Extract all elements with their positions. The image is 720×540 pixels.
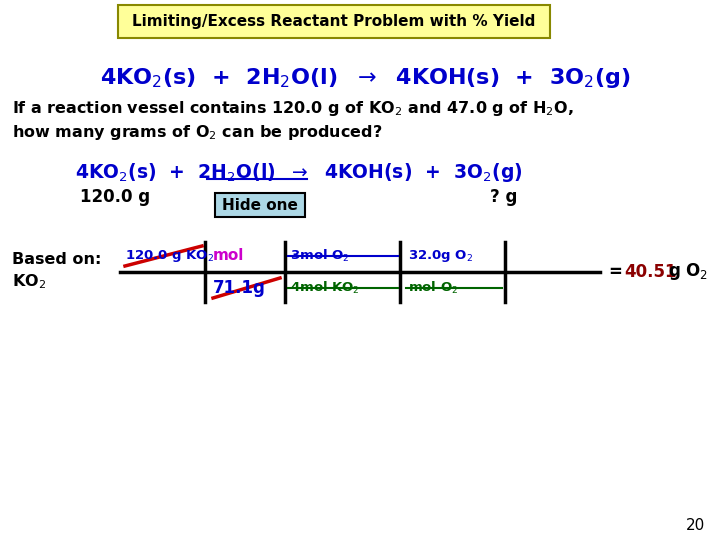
Text: 120.0 g: 120.0 g	[80, 188, 150, 206]
Text: 40.51: 40.51	[624, 263, 677, 281]
Text: 4KO$_2$(s)  +  2H$_2$O(l)  $\rightarrow$  4KOH(s)  +  3O$_2$(g): 4KO$_2$(s) + 2H$_2$O(l) $\rightarrow$ 4K…	[75, 160, 523, 184]
Text: Limiting/Excess Reactant Problem with % Yield: Limiting/Excess Reactant Problem with % …	[132, 14, 536, 29]
Text: how many grams of O$_2$ can be produced?: how many grams of O$_2$ can be produced?	[12, 123, 382, 141]
Text: 4mol KO$_2$: 4mol KO$_2$	[290, 280, 360, 296]
Text: ? g: ? g	[490, 188, 518, 206]
Text: 3mol O$_2$: 3mol O$_2$	[290, 248, 350, 264]
Text: Hide one: Hide one	[222, 198, 298, 213]
Text: Based on:: Based on:	[12, 252, 102, 267]
Text: mol: mol	[213, 248, 244, 264]
Text: 4KO$_2$(s)  +  2H$_2$O(l)  $\rightarrow$  4KOH(s)  +  3O$_2$(g): 4KO$_2$(s) + 2H$_2$O(l) $\rightarrow$ 4K…	[100, 66, 631, 90]
Text: 120.0 g KO$_2$: 120.0 g KO$_2$	[125, 248, 214, 264]
Bar	[215, 193, 305, 217]
FancyBboxPatch shape	[118, 5, 550, 38]
Text: 20: 20	[686, 518, 706, 534]
Text: g O$_2$: g O$_2$	[668, 261, 708, 282]
Text: 32.0g O$_2$: 32.0g O$_2$	[408, 248, 473, 264]
Text: mol O$_2$: mol O$_2$	[408, 280, 459, 296]
Text: If a reaction vessel contains 120.0 g of KO$_2$ and 47.0 g of H$_2$O,: If a reaction vessel contains 120.0 g of…	[12, 98, 574, 118]
Text: 71.1g: 71.1g	[213, 279, 266, 297]
Text: =: =	[608, 263, 622, 281]
Text: KO$_2$: KO$_2$	[12, 272, 46, 291]
